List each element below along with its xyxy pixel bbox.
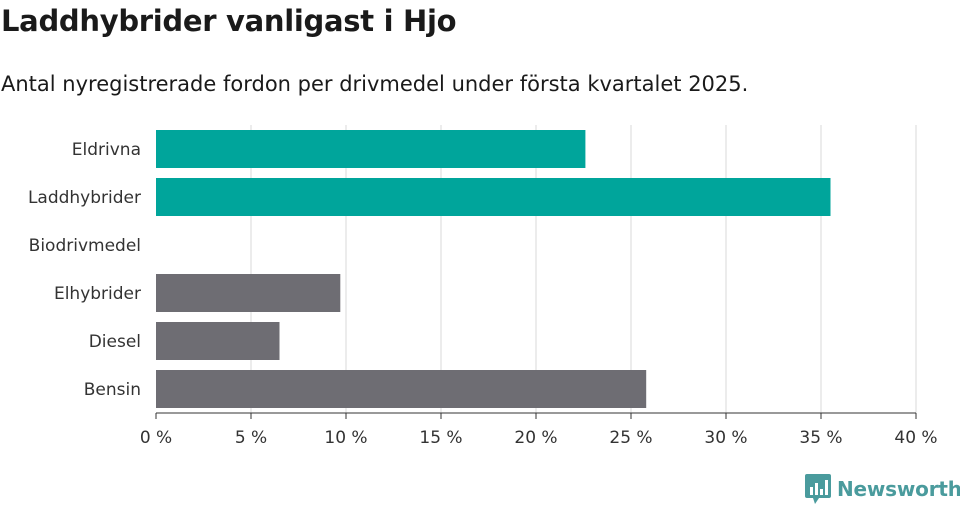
bar [156, 178, 831, 216]
x-tick-label: 25 % [609, 428, 652, 448]
x-tick-label: 30 % [704, 428, 747, 448]
bar [156, 130, 586, 168]
brand-name: Newsworthy [837, 477, 960, 501]
x-tick-label: 5 % [235, 428, 267, 448]
x-tick-label: 0 % [140, 428, 172, 448]
x-tick-label: 20 % [514, 428, 557, 448]
chart-title: Laddhybrider vanligast i Hjo [1, 4, 457, 38]
category-label: Diesel [89, 332, 141, 352]
category-label: Laddhybrider [28, 188, 141, 208]
chart-subtitle: Antal nyregistrerade fordon per drivmede… [1, 72, 749, 96]
newsworthy-bar-icon [805, 474, 831, 504]
bar [156, 274, 341, 312]
category-label: Elhybrider [54, 284, 141, 304]
category-label: Biodrivmedel [29, 236, 141, 256]
newsworthy-logo: Newsworthy [805, 474, 960, 504]
category-label: Eldrivna [72, 140, 141, 160]
bar [156, 322, 280, 360]
x-tick-label: 15 % [419, 428, 462, 448]
x-tick-label: 40 % [894, 428, 937, 448]
x-tick-label: 10 % [324, 428, 367, 448]
category-label: Bensin [84, 380, 141, 400]
bar [156, 370, 647, 408]
x-tick-label: 35 % [799, 428, 842, 448]
